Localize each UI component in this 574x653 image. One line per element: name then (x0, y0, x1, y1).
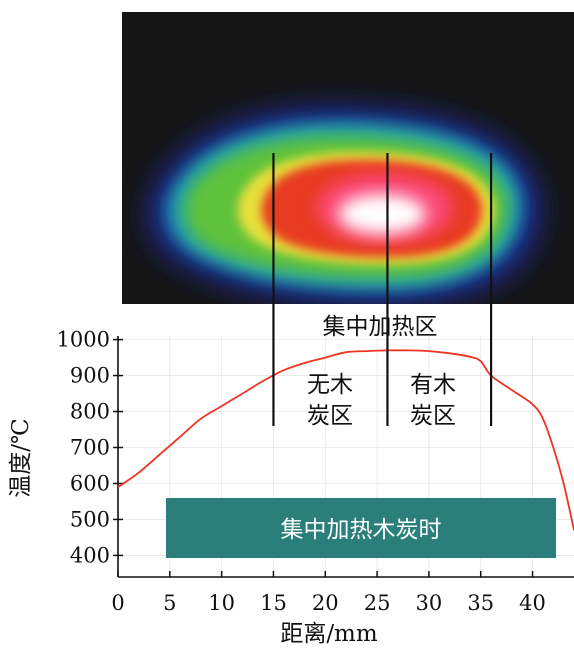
zone-no-charcoal-line1: 无木 (307, 372, 353, 398)
y-tick-label: 600 (70, 471, 110, 495)
banner: 集中加热木炭时 (166, 498, 556, 558)
y-tick-label: 400 (70, 543, 110, 567)
series-line (117, 349, 574, 531)
y-tick-label: 1000 (57, 328, 110, 352)
zone-charcoal-line1: 有木 (410, 372, 456, 398)
y-tick-label: 900 (70, 364, 110, 388)
x-tick-label: 30 (416, 591, 443, 615)
banner-label: 集中加热木炭时 (281, 517, 442, 543)
x-tick-label: 0 (111, 591, 124, 615)
y-tick-label: 700 (70, 436, 110, 460)
thermal-image (122, 12, 574, 304)
x-tick-label: 35 (467, 591, 494, 615)
zone-no-charcoal-line2: 炭区 (307, 403, 353, 429)
heating-zone-label: 集中加热区 (323, 314, 438, 340)
y-ticks: 400 500 600 700 800 900 1000 (57, 328, 123, 567)
y-axis-title: 温度/℃ (8, 418, 34, 497)
x-axis-title: 距离/mm (280, 621, 378, 647)
x-tick-label: 20 (312, 591, 339, 615)
x-tick-label: 15 (260, 591, 287, 615)
x-tick-label: 25 (364, 591, 391, 615)
x-tick-label: 40 (519, 591, 546, 615)
y-tick-label: 500 (70, 507, 110, 531)
y-tick-label: 800 (70, 400, 110, 424)
banner-box (166, 498, 556, 558)
x-ticks: 0 5 10 15 20 25 30 35 40 (111, 571, 546, 615)
x-tick-label: 10 (208, 591, 235, 615)
zone-charcoal-line2: 炭区 (410, 403, 456, 429)
zone-dividers (272, 153, 493, 426)
x-tick-label: 5 (163, 591, 176, 615)
